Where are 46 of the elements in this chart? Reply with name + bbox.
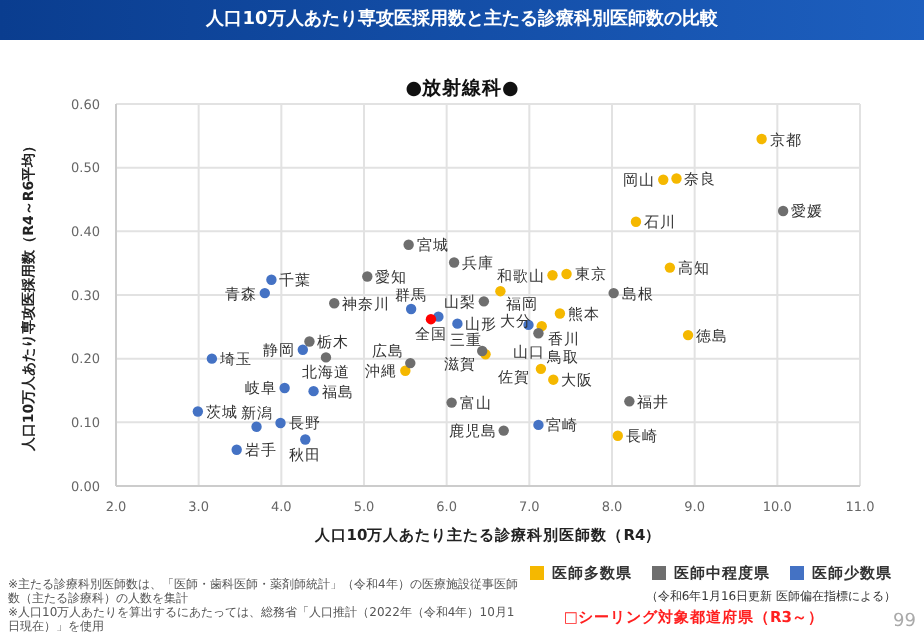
point xyxy=(329,298,340,309)
point xyxy=(362,271,373,282)
point xyxy=(308,385,319,397)
point xyxy=(279,382,290,394)
chart-title: 人口10万人あたり専攻医採用数と主たる診療科別医師数の比較 xyxy=(0,0,924,40)
point xyxy=(547,270,558,281)
point xyxy=(266,274,277,285)
point xyxy=(478,296,490,307)
point xyxy=(612,430,623,441)
point xyxy=(664,262,676,273)
point xyxy=(756,133,767,145)
point xyxy=(405,303,417,315)
point xyxy=(554,308,566,319)
point xyxy=(405,357,416,369)
point xyxy=(425,313,437,325)
point xyxy=(192,406,204,417)
point xyxy=(682,329,694,341)
chart-subtitle: ●放射線科● xyxy=(405,78,519,100)
point xyxy=(533,419,544,431)
point xyxy=(630,216,642,227)
point xyxy=(658,174,669,185)
point xyxy=(671,173,682,184)
point xyxy=(403,239,414,250)
point xyxy=(535,363,547,375)
point xyxy=(777,205,789,217)
point xyxy=(320,352,332,363)
point xyxy=(452,318,463,329)
text: 99 xyxy=(893,612,916,632)
point xyxy=(548,374,559,385)
point xyxy=(251,421,262,432)
point xyxy=(259,287,270,299)
point xyxy=(275,417,286,429)
point xyxy=(608,287,619,299)
point xyxy=(561,268,572,280)
point xyxy=(400,365,411,376)
point xyxy=(498,425,509,436)
point xyxy=(495,285,506,297)
point xyxy=(231,444,242,455)
point xyxy=(448,257,460,268)
point xyxy=(206,353,218,364)
point xyxy=(533,328,544,339)
point xyxy=(300,434,311,445)
point xyxy=(624,396,635,407)
point xyxy=(297,344,309,355)
point xyxy=(304,336,315,347)
point xyxy=(446,397,457,408)
